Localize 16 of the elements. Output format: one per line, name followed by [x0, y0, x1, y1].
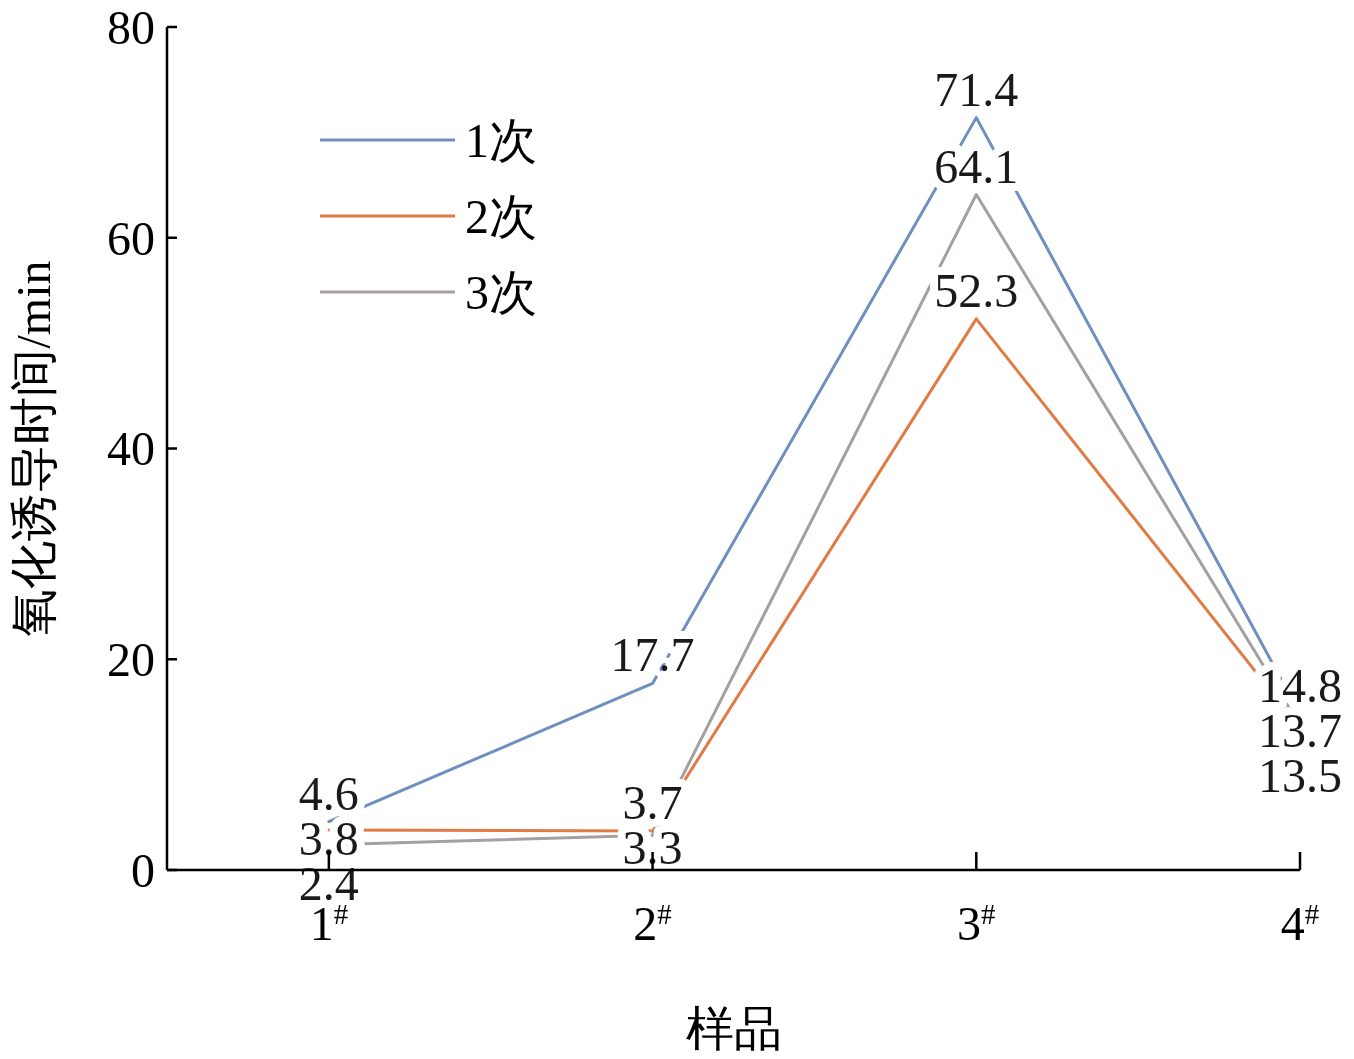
legend-label: 3次 [465, 265, 537, 319]
x-tick-label: 3$^{#}$ [957, 897, 996, 950]
legend-label: 2次 [465, 189, 537, 243]
y-tick-label: 0 [131, 843, 155, 897]
y-axis-title: 氧化诱导时间/min [7, 260, 60, 637]
y-tick-label: 60 [107, 211, 155, 265]
y-tick-label: 20 [107, 633, 155, 687]
x-tick-label: 4$^{#}$ [1280, 897, 1320, 950]
x-axis-title: 样品 [685, 1002, 782, 1055]
data-label: 4.6 [298, 766, 359, 820]
y-tick-label: 40 [107, 422, 155, 476]
data-label: 52.3 [934, 263, 1019, 317]
legend-label: 1次 [465, 113, 537, 167]
data-label: 71.4 [934, 62, 1019, 116]
y-tick-label: 80 [107, 0, 155, 54]
x-tick-label: 2$^{#}$ [633, 897, 672, 950]
